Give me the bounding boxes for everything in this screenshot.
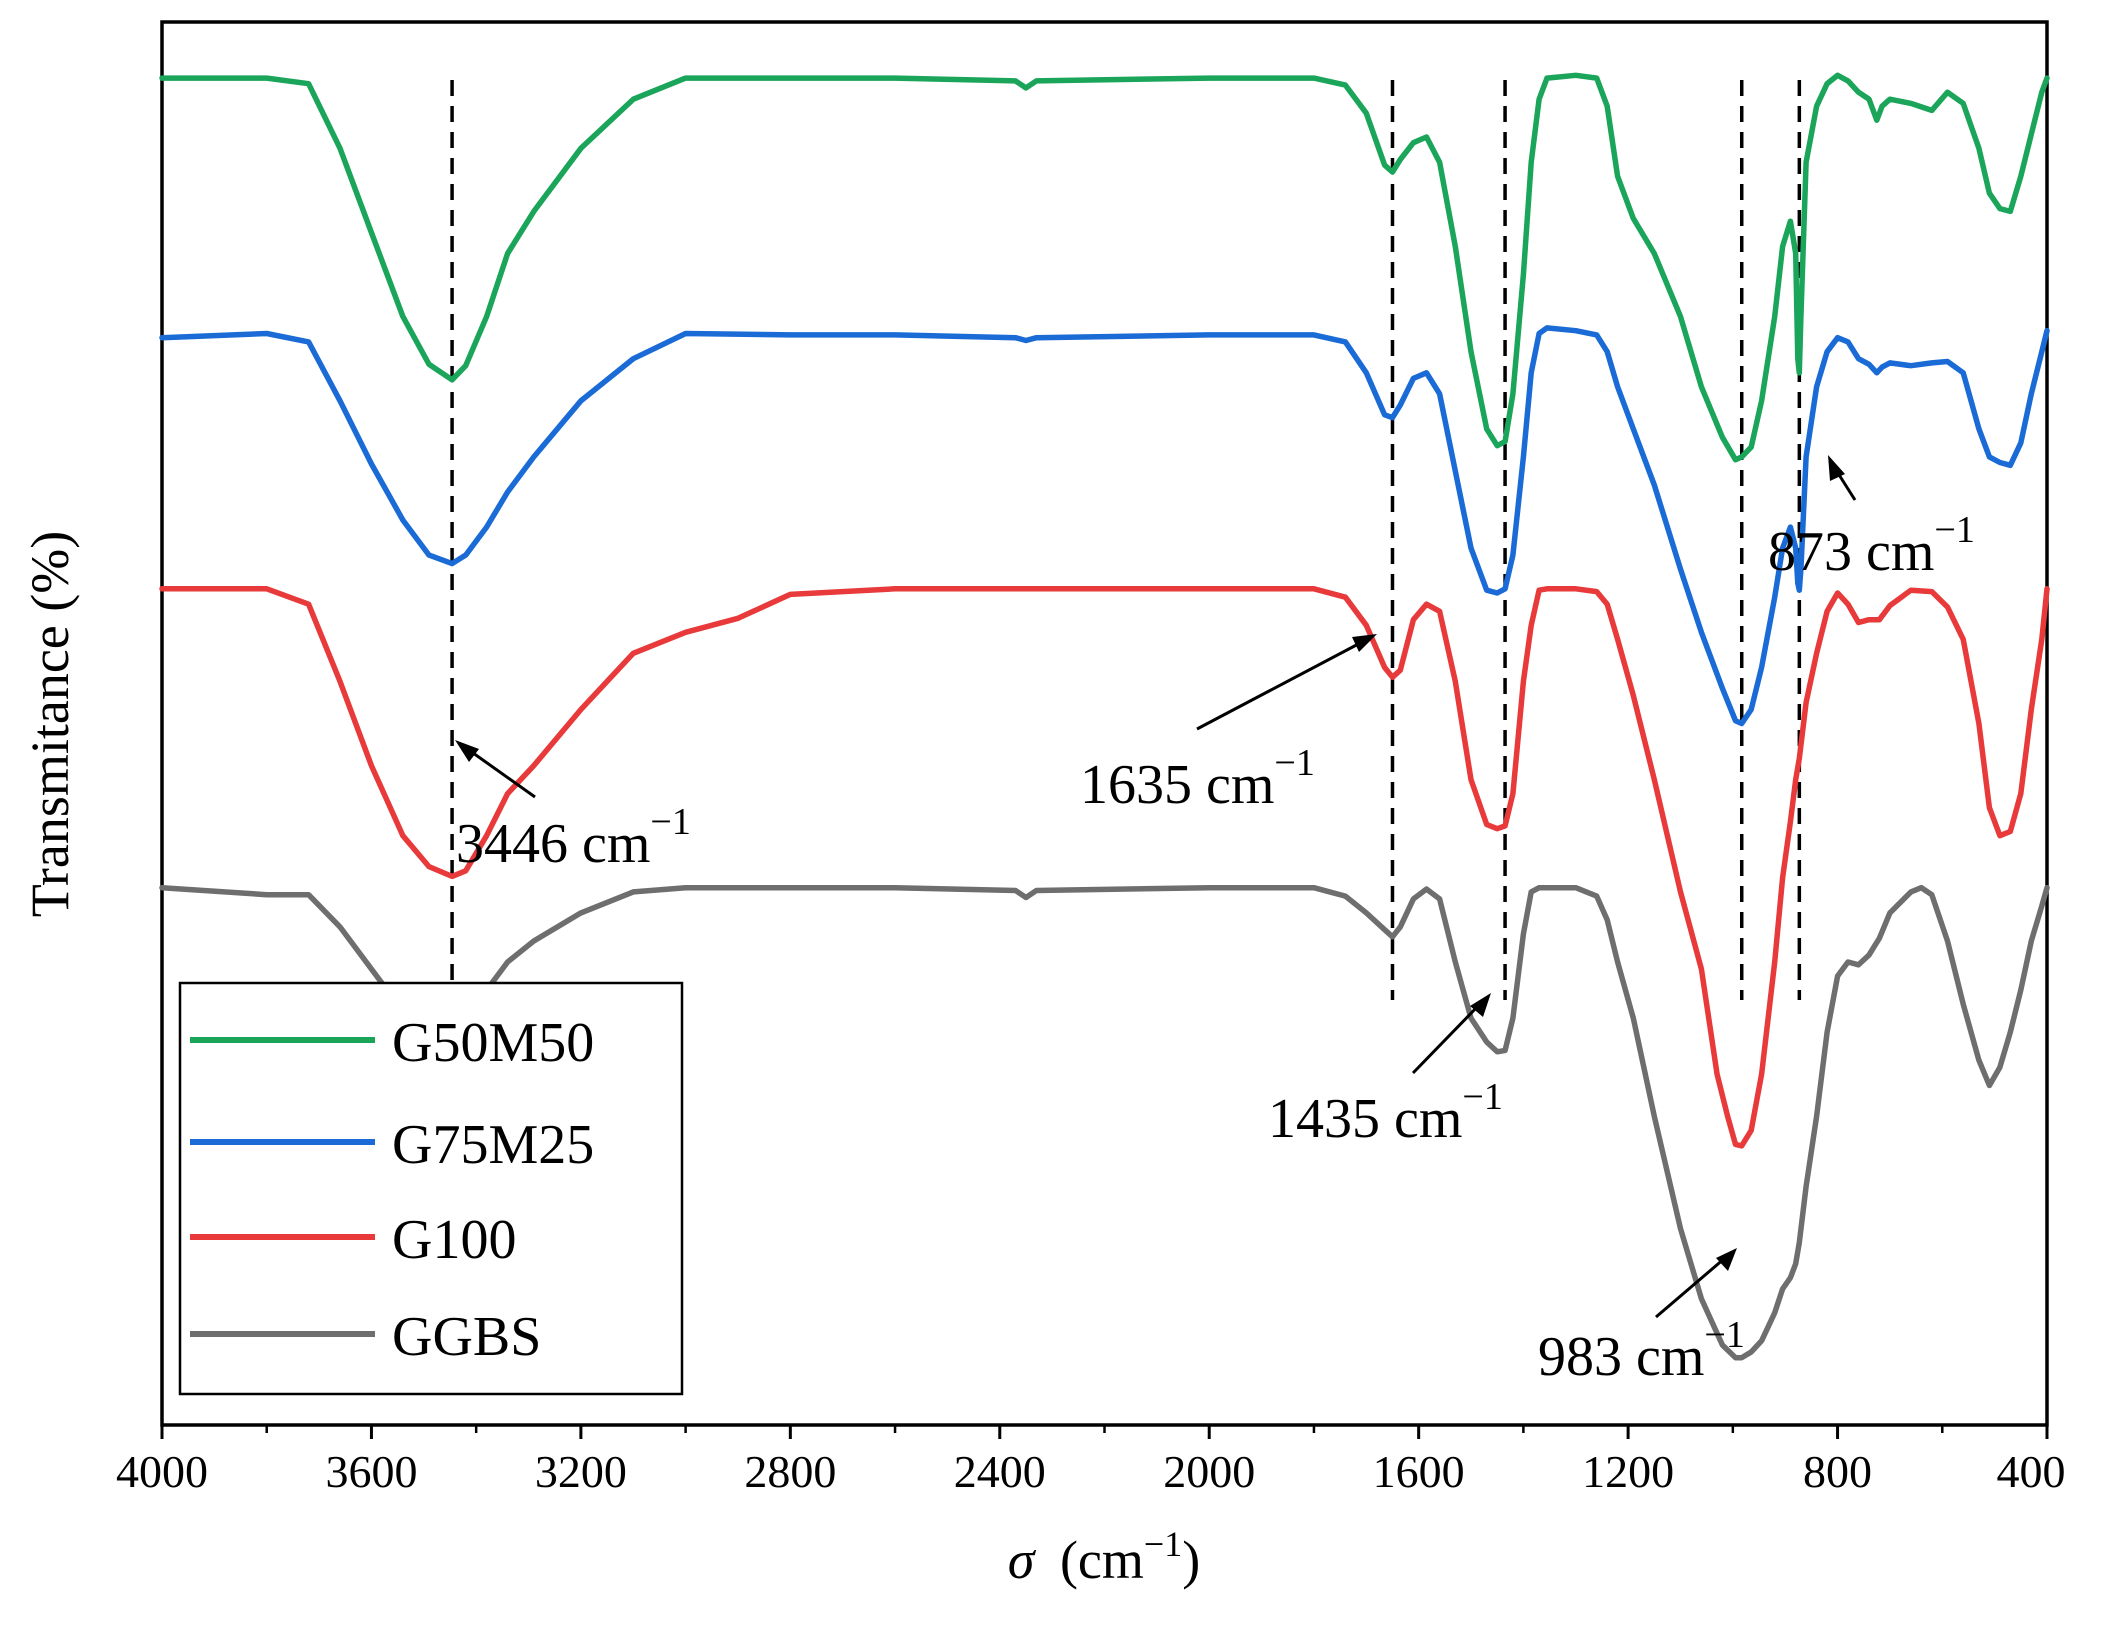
legend: G50M50 G75M25 G100 GGBS <box>178 981 684 1396</box>
x-tick-label-3600: 3600 <box>325 1446 417 1497</box>
annotation-arrow-983 <box>1655 1256 1726 1319</box>
annotation-arrowhead-873 <box>1828 455 1845 481</box>
x-tick-label-2800: 2800 <box>744 1446 836 1497</box>
x-tick-label-2000: 2000 <box>1163 1446 1255 1497</box>
series-line-g75m25 <box>159 325 2050 727</box>
annotation-arrow-1435 <box>1411 1002 1482 1075</box>
annotation-label-1435: 1435 cm−1 <box>1268 1076 1503 1150</box>
x-axis-unit-close: ) <box>1182 1530 1200 1590</box>
annotation-1435: 1435 cm−1 <box>1268 993 1503 1150</box>
annotation-arrow-1635 <box>1196 639 1365 731</box>
x-axis-ticks: 4000 3600 3200 2800 2400 2000 1600 1200 800 400 <box>116 1425 2066 1497</box>
legend-label-g75m25: G75M25 <box>392 1114 594 1176</box>
series-line-g50m50 <box>159 72 2050 463</box>
annotation-label-1635: 1635 cm−1 <box>1080 742 1315 816</box>
series-line-ggbs <box>159 884 2050 1361</box>
series-line-g100 <box>159 586 2050 1149</box>
x-axis-symbol: σ <box>1008 1530 1037 1590</box>
annotation-arrowhead-983 <box>1716 1248 1737 1271</box>
x-tick-label-4000: 4000 <box>116 1446 208 1497</box>
x-tick-label-800: 800 <box>1803 1446 1872 1497</box>
x-tick-label-400: 400 <box>1997 1446 2066 1497</box>
x-axis-title: σ (cm−1) <box>1008 1524 1200 1590</box>
legend-label-ggbs: GGBS <box>392 1306 541 1368</box>
annotation-1635: 1635 cm−1 <box>1080 634 1377 816</box>
x-tick-label-2400: 2400 <box>954 1446 1046 1497</box>
x-tick-label-3200: 3200 <box>535 1446 627 1497</box>
spectra-series <box>159 72 2050 1361</box>
legend-label-g50m50: G50M50 <box>392 1012 594 1074</box>
annotation-983: 983 cm−1 <box>1538 1248 1745 1388</box>
reference-lines <box>450 80 1802 1000</box>
annotation-label-873: 873 cm−1 <box>1768 509 1975 583</box>
annotation-arrow-3446 <box>465 746 536 799</box>
annotation-arrowhead-1635 <box>1352 634 1377 652</box>
annotation-873: 873 cm−1 <box>1768 455 1975 583</box>
annotation-label-983: 983 cm−1 <box>1538 1314 1745 1388</box>
y-axis-title: Transmitance (%) <box>20 531 80 917</box>
legend-label-g100: G100 <box>392 1209 516 1271</box>
legend-box <box>178 981 684 1396</box>
x-tick-label-1600: 1600 <box>1373 1446 1465 1497</box>
annotation-arrowhead-3446 <box>455 740 479 762</box>
annotation-arrowhead-1435 <box>1470 993 1491 1017</box>
annotation-label-3446: 3446 cm−1 <box>456 801 691 875</box>
x-axis-unit-exponent: −1 <box>1144 1524 1182 1564</box>
x-axis-unit: (cm <box>1060 1530 1144 1590</box>
x-tick-label-1200: 1200 <box>1582 1446 1674 1497</box>
annotation-3446: 3446 cm−1 <box>455 740 691 875</box>
peak-annotations: 3446 cm−1 1635 cm−1 1435 cm−1 983 cm−1 <box>455 455 1975 1388</box>
